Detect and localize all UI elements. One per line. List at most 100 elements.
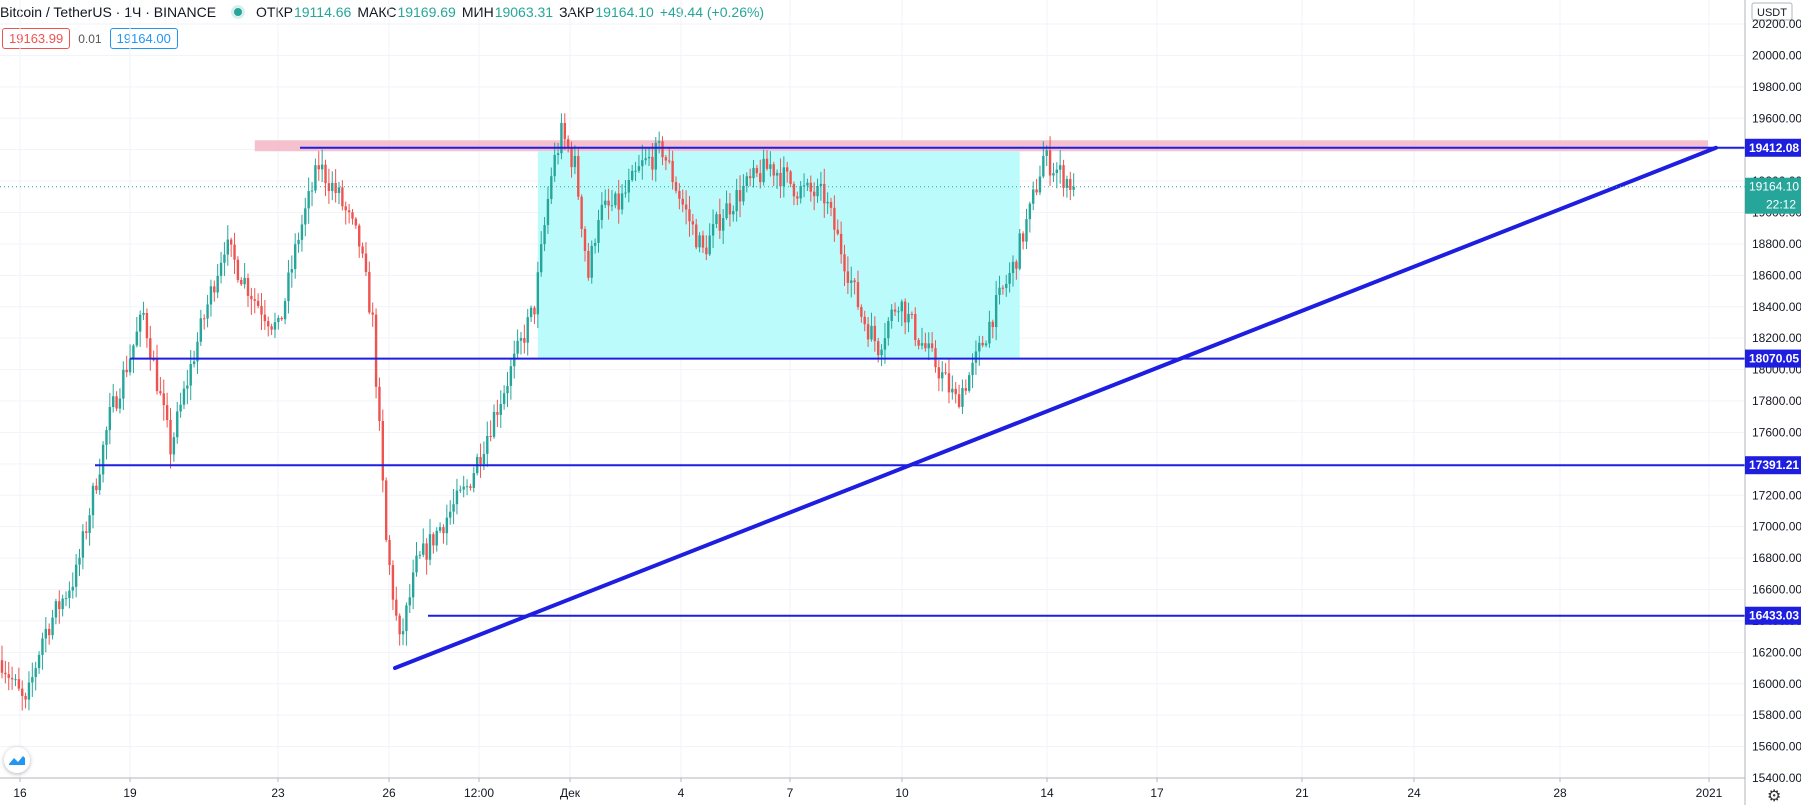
candle-body [415, 555, 418, 573]
candle-body [715, 214, 718, 224]
candle-body [496, 411, 499, 415]
candle-body [967, 375, 971, 391]
candle-body [398, 615, 401, 635]
y-tick-label: 15400.00 [1752, 771, 1801, 785]
resistance-zone[interactable] [254, 140, 1708, 152]
candle-body [597, 220, 600, 243]
candle-body [58, 601, 61, 610]
price-axis: USDT20200.0020000.0019800.0019600.001940… [1744, 0, 1801, 805]
x-tick-label: 2021 [1696, 786, 1723, 800]
candle-body [51, 617, 54, 636]
candle-body [88, 515, 91, 533]
symbol-title[interactable]: Bitcoin / TetherUS · 1Ч · BINANCE [0, 4, 217, 20]
chart-settings-gear-icon[interactable]: ⚙ [1767, 786, 1782, 805]
candle-body [132, 345, 135, 359]
candle-body [405, 605, 408, 632]
candle-body [219, 262, 223, 276]
candle-body [378, 386, 381, 421]
candle-body [128, 358, 132, 373]
candle-body [37, 654, 41, 669]
candle-body [105, 430, 108, 445]
level-price-badge [1745, 456, 1801, 475]
candle-body [738, 190, 742, 202]
horizontal-levels [95, 146, 1745, 617]
candle-body [176, 411, 179, 438]
candle-body [850, 280, 853, 283]
candle-body [1072, 186, 1075, 190]
candle-body [657, 141, 661, 143]
candle-body [267, 321, 270, 327]
candle-body [880, 349, 883, 356]
candle-body [213, 286, 216, 293]
candle-body [786, 167, 789, 172]
trendline[interactable] [393, 145, 1718, 671]
candle-body [1008, 272, 1011, 284]
candle-body [179, 404, 182, 412]
open-label: ОТКР [256, 4, 293, 20]
candle-body [44, 628, 48, 639]
candle-body [745, 176, 748, 186]
candle-body [229, 239, 233, 245]
candle-body [78, 557, 81, 565]
currency-label: USDT [1757, 7, 1787, 19]
candle-body [482, 453, 486, 465]
candle-body [806, 182, 809, 186]
candle-body [411, 572, 415, 598]
candle-body [71, 586, 74, 591]
candle-body [893, 309, 897, 312]
current-price-badge [1745, 177, 1801, 214]
candle-body [604, 200, 607, 205]
tradingview-logo-icon[interactable] [4, 747, 30, 773]
candle-body [836, 229, 839, 234]
candle-body [617, 193, 620, 210]
candle-body [381, 420, 385, 481]
x-tick-label: 17 [1150, 786, 1164, 800]
sell-price-button[interactable]: 19163.99 [2, 28, 71, 49]
candle-body [358, 225, 361, 247]
candle-body [4, 672, 7, 675]
candle-body [263, 314, 267, 322]
close-value: 19164.10 [595, 4, 654, 20]
candle-body [954, 388, 957, 395]
candle-body [654, 142, 657, 170]
candle-body [253, 299, 256, 301]
candle-body [688, 209, 691, 222]
candle-body [34, 668, 37, 678]
candle-body [432, 534, 435, 546]
candle-body [118, 398, 122, 409]
candle-body [681, 198, 684, 205]
level-price-label: 17391.21 [1749, 458, 1799, 472]
y-tick-label: 17800.00 [1752, 394, 1801, 408]
candle-body [519, 338, 523, 341]
candle-body [395, 599, 398, 616]
x-tick-label: 26 [382, 786, 396, 800]
range-zone[interactable] [537, 151, 1020, 359]
candle-body [951, 388, 954, 393]
x-tick-label: 16 [13, 786, 27, 800]
candle-body [701, 235, 705, 248]
candle-body [748, 176, 752, 179]
candle-body [1028, 203, 1032, 220]
candle-body [509, 366, 513, 386]
currency-badge[interactable] [1751, 2, 1793, 21]
candle-body [310, 190, 314, 192]
candle-body [98, 474, 101, 491]
candle-body [981, 342, 984, 346]
candle-body [192, 361, 196, 365]
candle-body [442, 527, 445, 534]
candle-body [590, 245, 593, 278]
candle-body [226, 239, 229, 255]
candle-body [587, 250, 590, 278]
candle-body [769, 164, 772, 169]
candle-body [307, 191, 310, 209]
candle-body [388, 539, 391, 566]
candle-body [1025, 219, 1028, 242]
candle-body [708, 235, 711, 255]
candle-body [553, 155, 556, 177]
high-label: МАКС [357, 4, 397, 20]
candle-series [0, 113, 1075, 711]
candle-body [516, 340, 519, 354]
candle-body [489, 435, 492, 437]
candle-body [782, 167, 786, 187]
